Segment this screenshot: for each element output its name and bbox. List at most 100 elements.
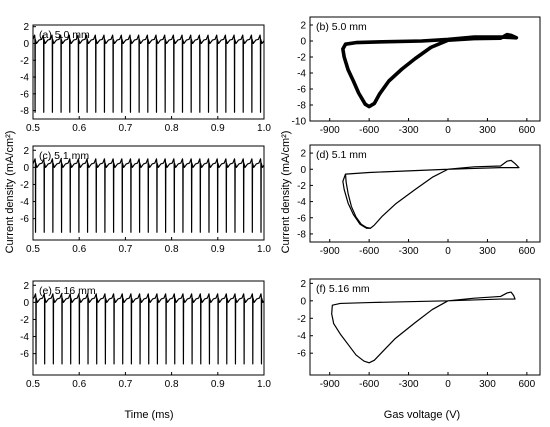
panel-label-b: (b) 5.0 mm (316, 21, 367, 33)
y-tick-label-b: -10 (292, 117, 307, 128)
plot-area-d (342, 159, 520, 229)
x-tick-label-a: 0.8 (165, 123, 179, 134)
panel-label-d: (d) 5.1 mm (316, 149, 367, 161)
x-tick-label-a: 0.5 (26, 123, 40, 134)
x-tick-label-c: 0.5 (26, 244, 40, 255)
panel-label-a: (a) 5.0 mm (39, 29, 90, 41)
plot-area-e (33, 293, 264, 365)
x-tick-label-f: -900 (320, 379, 340, 390)
series-line-c (33, 158, 264, 233)
x-tick-label-e: 0.6 (72, 379, 86, 390)
x-tick-label-e: 0.5 (26, 379, 40, 390)
y-tick-label-e: 0 (23, 298, 29, 309)
y-tick-label-b: 0 (300, 37, 306, 48)
x-tick-label-b: 0 (445, 125, 451, 136)
y-tick-label-f: -6 (297, 349, 306, 360)
y-tick-label-f: -4 (297, 331, 306, 342)
y-tick-label-a: -6 (20, 89, 29, 100)
x-tick-label-a: 0.9 (211, 123, 225, 134)
y-axis-label-left: Current density (mA/cm²) (4, 131, 16, 254)
x-tick-label-c: 0.8 (165, 244, 179, 255)
axes-frame-d (309, 144, 541, 243)
x-tick-label-e: 1.0 (257, 379, 271, 390)
x-tick-label-e: 0.7 (118, 379, 132, 390)
y-tick-label-f: 0 (300, 296, 306, 307)
y-tick-label-c: -4 (20, 197, 29, 208)
x-tick-label-c: 0.9 (211, 244, 225, 255)
x-tick-label-d: -300 (399, 246, 419, 257)
y-tick-label-a: -8 (20, 106, 29, 117)
x-tick-label-b: -900 (320, 125, 340, 136)
y-tick-label-f: 2 (300, 279, 306, 290)
x-tick-label-b: -300 (399, 125, 419, 136)
x-tick-label-f: 300 (479, 379, 496, 390)
x-tick-label-d: 0 (445, 246, 451, 257)
y-tick-label-e: -6 (20, 349, 29, 360)
x-tick-label-e: 0.9 (211, 379, 225, 390)
x-tick-label-f: 600 (519, 379, 536, 390)
series-line-a (33, 34, 264, 113)
series-line-e (33, 293, 264, 365)
y-tick-label-d: -2 (297, 181, 306, 192)
y-tick-label-b: -8 (297, 101, 306, 112)
panel-c: 0.5 0.6 0.7 0.8 0.9 1.0 2 0 -2 -4 -6 (c) 5.1 mm (20, 145, 271, 255)
panel-label-c: (c) 5.1 mm (39, 150, 89, 162)
x-tick-label-a: 1.0 (257, 123, 271, 134)
x-tick-label-a: 0.6 (72, 123, 86, 134)
y-tick-label-d: -6 (297, 213, 306, 224)
y-tick-label-a: -2 (20, 56, 29, 67)
series-loop-f (331, 291, 516, 364)
x-axis-label-time: Time (ms) (124, 409, 173, 421)
x-tick-label-d: -600 (359, 246, 379, 257)
series-loop-b (341, 32, 519, 109)
x-tick-label-b: 600 (519, 125, 536, 136)
y-tick-label-c: -6 (20, 214, 29, 225)
y-tick-label-c: 2 (23, 146, 29, 157)
x-tick-label-a: 0.7 (118, 123, 132, 134)
plot-area-b (341, 32, 519, 109)
x-tick-label-d: 600 (519, 246, 536, 257)
y-tick-label-a: -4 (20, 73, 29, 84)
y-tick-label-b: -6 (297, 85, 306, 96)
y-tick-label-c: -2 (20, 180, 29, 191)
y-tick-label-e: -4 (20, 332, 29, 343)
y-tick-label-b: -2 (297, 53, 306, 64)
axes-frame-f (309, 278, 541, 376)
y-tick-label-b: -4 (297, 69, 306, 80)
y-tick-label-e: 2 (23, 281, 29, 292)
panel-e: 0.5 0.6 0.7 0.8 0.9 1.0 2 0 -2 -4 -6 (e) 5.16 mm (20, 280, 271, 390)
panel-a: 0.5 0.6 0.7 0.8 0.9 1.0 2 0 -2 -4 -6 -8 (a) 5.0 mm (20, 22, 271, 134)
plot-area-f (331, 291, 516, 364)
y-tick-label-f: -2 (297, 314, 306, 325)
y-tick-label-b: 2 (300, 21, 306, 32)
y-tick-label-d: 2 (300, 149, 306, 160)
x-tick-label-c: 0.7 (118, 244, 132, 255)
series-loop-inner-d (344, 174, 371, 229)
y-tick-label-d: -4 (297, 197, 306, 208)
axes-frame-a (32, 24, 265, 120)
x-tick-label-c: 1.0 (257, 244, 271, 255)
y-tick-label-a: 2 (23, 22, 29, 33)
x-tick-label-b: -600 (359, 125, 379, 136)
axes-frame-e (32, 280, 265, 376)
y-tick-label-d: 0 (300, 165, 306, 176)
y-tick-label-d: -8 (297, 229, 306, 240)
y-tick-label-a: 0 (23, 39, 29, 50)
x-tick-label-e: 0.8 (165, 379, 179, 390)
y-tick-label-e: -2 (20, 315, 29, 326)
plot-area-c (33, 158, 264, 233)
plot-area-a (33, 34, 264, 113)
panel-d: -900 -600 -300 0 300 600 2 0 -2 -4 -6 -8 (d) 5.1 mm (297, 144, 541, 257)
x-tick-label-f: -600 (359, 379, 379, 390)
x-tick-label-f: -300 (399, 379, 419, 390)
panel-b: -900 -600 -300 0 300 600 2 0 -2 -4 -6 -8 -10 (b) 5.0 … (292, 16, 541, 136)
x-tick-label-b: 300 (479, 125, 496, 136)
axes-frame-b (309, 16, 541, 122)
y-axis-label-right: Current density (mA/cm²) (280, 131, 292, 254)
x-tick-label-d: 300 (479, 246, 496, 257)
x-tick-label-c: 0.6 (72, 244, 86, 255)
x-axis-label-voltage: Gas voltage (V) (384, 409, 460, 421)
x-tick-label-d: -900 (320, 246, 340, 257)
x-tick-label-f: 0 (445, 379, 451, 390)
